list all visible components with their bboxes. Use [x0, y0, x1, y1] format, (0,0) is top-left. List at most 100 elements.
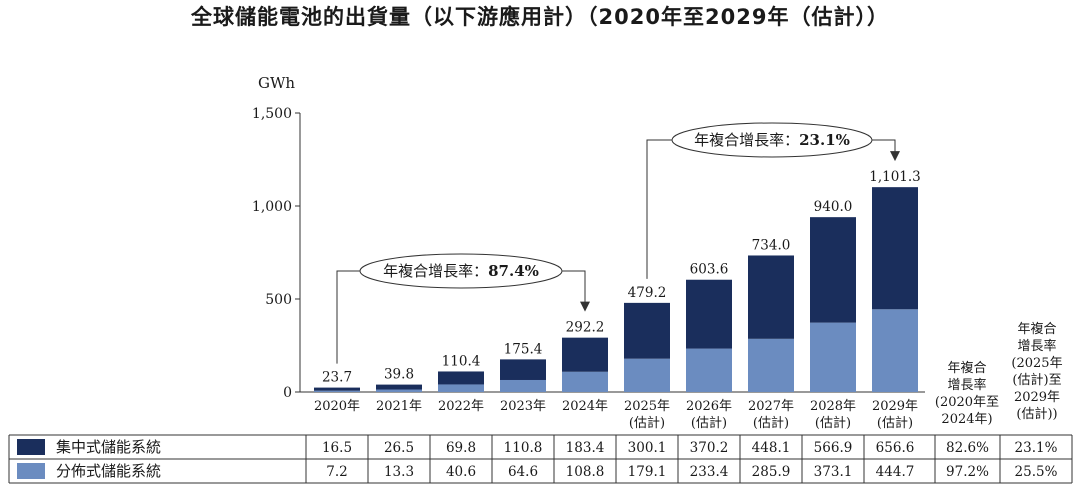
- cagr-column-header: 增長率: [947, 377, 986, 393]
- bar-total-label: 734.0: [752, 237, 791, 253]
- cagr-column-header: 年複合: [1017, 321, 1056, 337]
- cagr-column-header: (估計)): [1016, 406, 1057, 422]
- table-cell: 179.1: [628, 464, 667, 480]
- table-cell: 300.1: [628, 440, 667, 456]
- x-category-label: 2026年: [686, 399, 732, 414]
- bar-distributed: [810, 322, 856, 392]
- y-tick-label: 1,000: [252, 199, 292, 215]
- data-table: 集中式儲能系統 16.5 26.5 69.8 110.8 183.4 300.1 370.2 4…: [8, 434, 1073, 484]
- chart-title: 全球儲能電池的出貨量（以下游應用計）（2020年至2029年（估計））: [190, 5, 889, 29]
- cagr-label: 年複合增長率：: [694, 131, 799, 149]
- table-cagr-cell: 23.1%: [1015, 440, 1058, 456]
- cagr-connector: [336, 270, 360, 364]
- table-cell: 183.4: [566, 440, 605, 456]
- cagr-text: 年複合增長率：87.4%: [383, 262, 539, 280]
- bar-total-label: 479.2: [628, 285, 667, 301]
- bar-distributed: [562, 371, 608, 392]
- bar-total-label: 292.2: [566, 320, 605, 336]
- bar-total-label: 39.8: [384, 367, 414, 383]
- legend-label-centralized: 集中式儲能系統: [56, 438, 161, 456]
- bar-total-label: 603.6: [690, 262, 729, 278]
- table-cagr-cell: 97.2%: [946, 464, 989, 480]
- labels-group: 23.7 2020年 39.8 2021年 110.4 2022年 175.4 2023年 29…: [314, 169, 921, 431]
- bar-distributed: [314, 390, 360, 392]
- bars-group: [314, 187, 918, 392]
- table-cell: 285.9: [752, 464, 791, 480]
- cagr-arrow-head: [580, 301, 590, 312]
- cagr-text: 年複合增長率：23.1%: [694, 131, 850, 149]
- y-tick-label: 500: [265, 292, 292, 308]
- legend-swatch-centralized: [17, 439, 45, 455]
- table-cell: 233.4: [690, 464, 729, 480]
- bar-centralized: [686, 279, 732, 349]
- y-tick-label: 0: [283, 385, 292, 401]
- cagr-column-header: (2025年: [1011, 356, 1062, 371]
- x-category-sublabel: (估計): [753, 415, 789, 431]
- table-cell: 40.6: [446, 464, 476, 480]
- cagr-ellipse: [359, 253, 563, 289]
- bar-centralized: [500, 359, 546, 380]
- bar-distributed: [438, 384, 484, 392]
- x-category-label: 2021年: [376, 399, 422, 414]
- y-tick-label: 1,500: [252, 106, 292, 122]
- table-cell: 108.8: [566, 464, 605, 480]
- table-cagr-cell: 82.6%: [946, 440, 989, 456]
- table-cell: 373.1: [814, 464, 853, 480]
- cagr-value: 87.4%: [488, 262, 539, 280]
- table-cell: 656.6: [876, 440, 915, 456]
- cagr-arrow-head: [890, 151, 900, 162]
- table-cell: 7.2: [326, 464, 347, 480]
- bar-centralized: [376, 384, 422, 390]
- x-category-label: 2024年: [562, 399, 608, 414]
- x-category-label: 2025年: [624, 399, 670, 414]
- x-category-label: 2029年: [872, 399, 918, 414]
- cagr-connector: [562, 270, 586, 304]
- bar-centralized: [562, 337, 608, 372]
- cagr-ellipse: [671, 122, 873, 158]
- x-category-label: 2023年: [500, 399, 546, 414]
- table-cell: 370.2: [690, 440, 729, 456]
- table-cell: 110.8: [504, 440, 543, 456]
- cagr-value: 23.1%: [799, 131, 850, 149]
- bar-centralized: [438, 371, 484, 385]
- table-cagr-cell: 25.5%: [1015, 464, 1058, 480]
- table-cell: 69.8: [446, 440, 476, 456]
- cagr-label: 年複合增長率：: [383, 262, 488, 280]
- bar-distributed: [376, 389, 422, 392]
- x-category-label: 2022年: [438, 399, 484, 414]
- cagr-column-header: (2020年至: [935, 395, 999, 410]
- bar-centralized: [872, 187, 918, 310]
- bar-total-label: 23.7: [322, 370, 352, 386]
- cagr-annotations-group: 年複合增長率：87.4%年複合增長率：23.1%: [336, 122, 900, 364]
- bar-distributed: [748, 338, 794, 392]
- bar-centralized: [314, 387, 360, 391]
- bar-total-label: 940.0: [814, 199, 853, 215]
- bar-distributed: [624, 358, 670, 392]
- bar-total-label: 175.4: [504, 341, 543, 357]
- x-category-label: 2028年: [810, 399, 856, 414]
- bar-total-label: 110.4: [442, 353, 481, 369]
- bar-distributed: [872, 309, 918, 392]
- y-axis-unit: GWh: [258, 74, 295, 92]
- cagr-connector: [872, 139, 896, 154]
- x-category-label: 2027年: [748, 399, 794, 414]
- x-category-sublabel: (估計): [629, 415, 665, 431]
- cagr-column-header: 增長率: [1017, 338, 1056, 354]
- x-category-label: 2020年: [314, 399, 360, 414]
- bar-distributed: [686, 348, 732, 392]
- x-category-sublabel: (估計): [815, 415, 851, 431]
- cagr-connector: [646, 139, 672, 279]
- table-cell: 444.7: [876, 464, 915, 480]
- table-cell: 64.6: [508, 464, 538, 480]
- cagr-column-header: 年複合: [947, 360, 986, 376]
- cagr-column-header: 2029年: [1014, 390, 1060, 405]
- table-cell: 448.1: [752, 440, 791, 456]
- cagr-column-header: (估計)至: [1012, 372, 1061, 388]
- legend-swatch-distributed: [17, 463, 45, 479]
- bar-centralized: [624, 302, 670, 359]
- cagr-columns-group: 年複合增長率(2020年至2024年)年複合增長率(2025年(估計)至2029…: [935, 321, 1063, 427]
- table-cell: 26.5: [384, 440, 414, 456]
- x-category-sublabel: (估計): [877, 415, 913, 431]
- bar-distributed: [500, 379, 546, 392]
